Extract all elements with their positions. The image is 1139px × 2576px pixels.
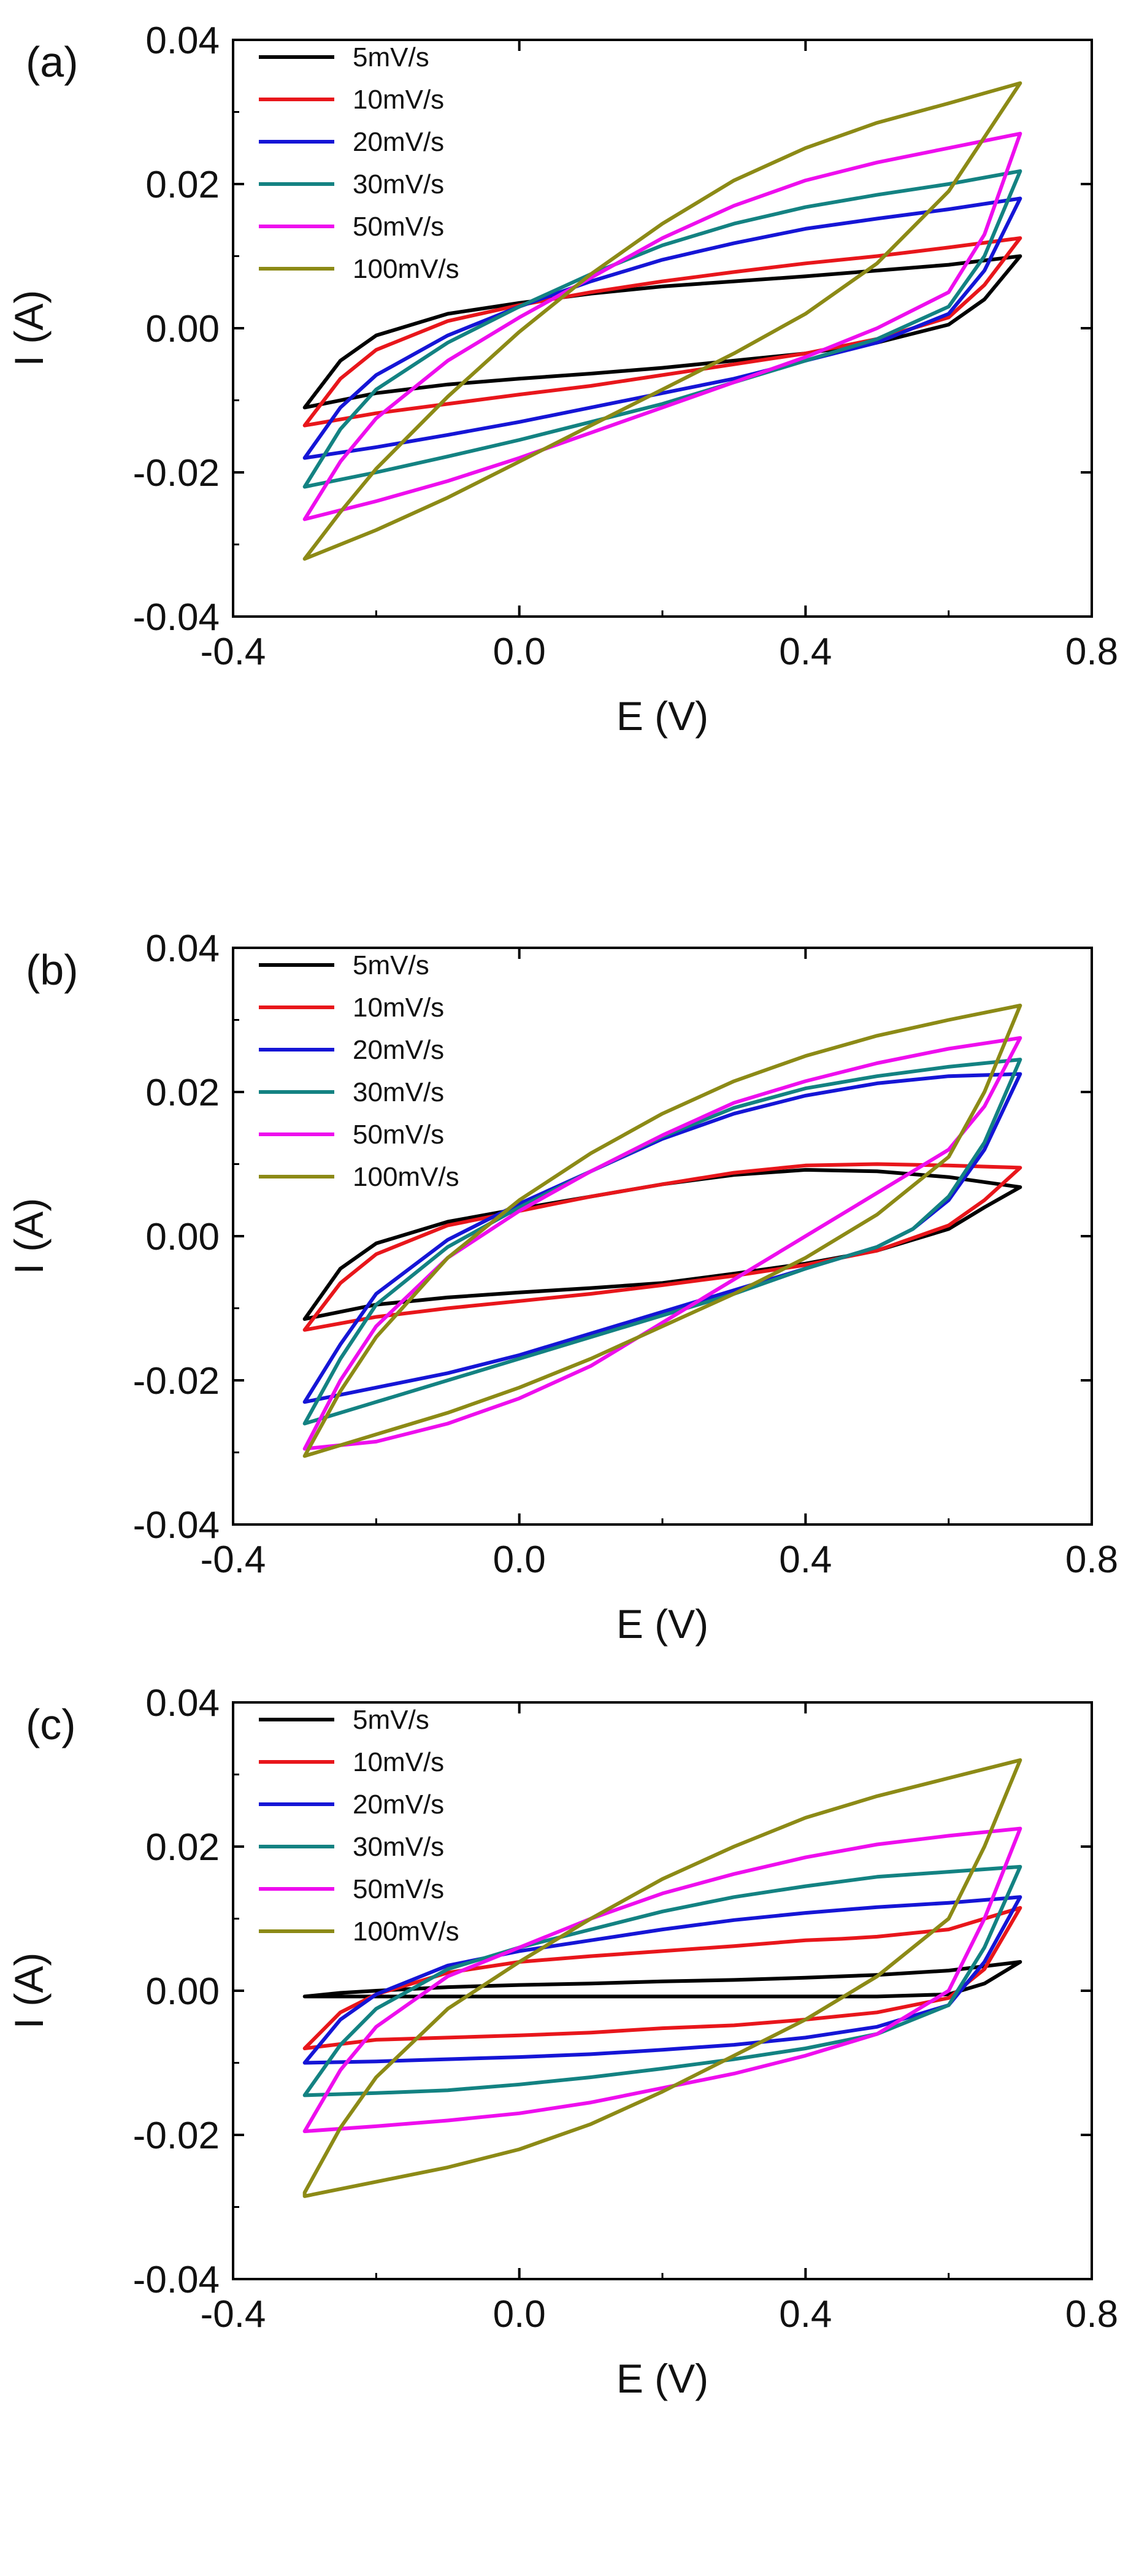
plot-frame bbox=[232, 39, 1093, 618]
y-tick-label: 0.00 bbox=[145, 1216, 220, 1258]
y-tick-label: 0.02 bbox=[145, 1826, 220, 1869]
y-tick-label: 0.04 bbox=[145, 1682, 220, 1724]
x-tick-label: 0.0 bbox=[493, 1539, 546, 1581]
legend-label: 100mV/s bbox=[353, 1162, 459, 1192]
series-line-30mv-s bbox=[302, 1864, 1022, 2097]
x-tick-label: -0.4 bbox=[201, 1539, 266, 1581]
series-line-100mv-s bbox=[302, 1004, 1022, 1458]
x-tick-label: 0.0 bbox=[493, 2293, 546, 2336]
y-axis-title: I (A) bbox=[6, 1198, 52, 1275]
x-tick-label: -0.4 bbox=[201, 631, 266, 673]
legend-label: 20mV/s bbox=[353, 127, 444, 157]
legend-label: 20mV/s bbox=[353, 1035, 444, 1065]
series-line-100mv-s bbox=[302, 81, 1022, 561]
x-axis-title: E (V) bbox=[616, 1601, 708, 1647]
y-tick-label: -0.04 bbox=[133, 596, 220, 639]
series-line-50mv-s bbox=[302, 1826, 1022, 2134]
cv-panel-0: -0.4 0.0 0.4 0.8 -0.04 -0.02 0.00 0.02 0.04 E (V)… bbox=[6, 20, 1118, 739]
series-line-5mv-s bbox=[302, 1960, 1022, 1999]
series-line-30mv-s bbox=[302, 1058, 1022, 1426]
cv-panel-2: -0.4 0.0 0.4 0.8 -0.04 -0.02 0.00 0.02 0.04 E (V)… bbox=[6, 1682, 1118, 2401]
legend-label: 30mV/s bbox=[353, 169, 444, 199]
legend-label: 100mV/s bbox=[353, 254, 459, 284]
series-line-10mv-s bbox=[302, 236, 1022, 428]
y-tick-label: 0.04 bbox=[145, 20, 220, 62]
panel-label: (b) bbox=[26, 946, 79, 994]
series-line-20mv-s bbox=[302, 196, 1022, 460]
series-line-100mv-s bbox=[302, 1758, 1022, 2198]
y-axis-title: I (A) bbox=[6, 290, 52, 367]
x-tick-label: 0.8 bbox=[1065, 2293, 1118, 2336]
legend: 5mV/s 10mV/s 20mV/s 30mV/s 50mV/s 100mV/s bbox=[259, 42, 459, 284]
cv-panel-1: -0.4 0.0 0.4 0.8 -0.04 -0.02 0.00 0.02 0.04 E (V)… bbox=[6, 928, 1118, 1647]
legend-label: 100mV/s bbox=[353, 1917, 459, 1947]
x-tick-label: 0.0 bbox=[493, 631, 546, 673]
legend-label: 50mV/s bbox=[353, 1874, 444, 1904]
x-tick-label: 0.4 bbox=[779, 631, 832, 673]
y-tick-label: 0.02 bbox=[145, 164, 220, 206]
series-line-5mv-s bbox=[302, 1167, 1022, 1321]
legend-label: 30mV/s bbox=[353, 1077, 444, 1107]
y-tick-label: 0.00 bbox=[145, 1970, 220, 2013]
legend-label: 30mV/s bbox=[353, 1832, 444, 1862]
legend-label: 5mV/s bbox=[353, 1705, 429, 1735]
series-line-50mv-s bbox=[302, 131, 1022, 521]
series-line-30mv-s bbox=[302, 169, 1022, 489]
x-tick-label: 0.8 bbox=[1065, 1539, 1118, 1581]
panel-label: (c) bbox=[26, 1701, 76, 1748]
panel-label: (a) bbox=[26, 38, 79, 86]
y-tick-label: -0.02 bbox=[133, 1360, 220, 1402]
y-axis-title: I (A) bbox=[6, 1953, 52, 2029]
series-line-5mv-s bbox=[302, 254, 1022, 410]
y-tick-label: -0.02 bbox=[133, 2115, 220, 2157]
y-tick-label: 0.02 bbox=[145, 1072, 220, 1114]
x-tick-label: 0.4 bbox=[779, 2293, 832, 2336]
series-line-50mv-s bbox=[302, 1036, 1022, 1451]
legend-label: 20mV/s bbox=[353, 1790, 444, 1820]
x-axis-title: E (V) bbox=[616, 693, 708, 739]
y-tick-label: -0.04 bbox=[133, 2259, 220, 2301]
legend-label: 50mV/s bbox=[353, 1120, 444, 1150]
legend-label: 10mV/s bbox=[353, 993, 444, 1023]
series-group bbox=[302, 81, 1022, 561]
x-axis-title: E (V) bbox=[616, 2356, 708, 2401]
legend-label: 10mV/s bbox=[353, 85, 444, 115]
y-tick-label: -0.04 bbox=[133, 1504, 220, 1547]
x-tick-label: 0.4 bbox=[779, 1539, 832, 1581]
legend: 5mV/s 10mV/s 20mV/s 30mV/s 50mV/s 100mV/s bbox=[259, 1705, 459, 1947]
legend-label: 50mV/s bbox=[353, 212, 444, 242]
legend-label: 5mV/s bbox=[353, 42, 429, 72]
y-tick-label: 0.00 bbox=[145, 308, 220, 350]
y-tick-label: 0.04 bbox=[145, 928, 220, 970]
legend: 5mV/s 10mV/s 20mV/s 30mV/s 50mV/s 100mV/s bbox=[259, 950, 459, 1192]
legend-label: 5mV/s bbox=[353, 950, 429, 980]
x-tick-label: -0.4 bbox=[201, 2293, 266, 2336]
y-tick-label: -0.02 bbox=[133, 452, 220, 494]
series-group bbox=[302, 1758, 1022, 2198]
series-group bbox=[302, 1004, 1022, 1458]
legend-label: 10mV/s bbox=[353, 1747, 444, 1777]
x-tick-label: 0.8 bbox=[1065, 631, 1118, 673]
